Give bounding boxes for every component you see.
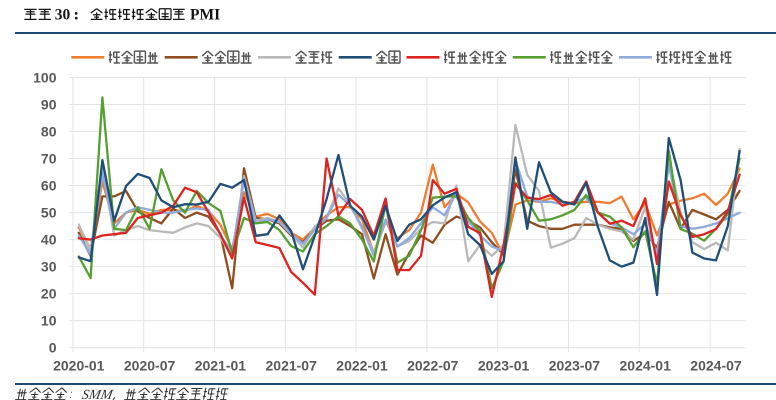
svg-text:2023-07: 2023-07 bbox=[549, 358, 601, 374]
svg-text:100: 100 bbox=[33, 69, 57, 85]
svg-text:2024-07: 2024-07 bbox=[690, 358, 742, 374]
svg-text:70: 70 bbox=[41, 151, 57, 167]
svg-text:2023-01: 2023-01 bbox=[478, 358, 530, 374]
svg-text:2024-01: 2024-01 bbox=[620, 358, 672, 374]
svg-text:60: 60 bbox=[41, 178, 57, 194]
svg-text:80: 80 bbox=[41, 124, 57, 140]
svg-text:20: 20 bbox=[41, 286, 57, 302]
svg-text:2020-01: 2020-01 bbox=[53, 358, 105, 374]
svg-text:2022-07: 2022-07 bbox=[407, 358, 459, 374]
svg-text:2022-01: 2022-01 bbox=[336, 358, 388, 374]
svg-text:30: 30 bbox=[55, 7, 71, 24]
svg-text:40: 40 bbox=[41, 232, 57, 248]
svg-text:50: 50 bbox=[41, 205, 57, 221]
svg-text:10: 10 bbox=[41, 313, 57, 329]
svg-text:90: 90 bbox=[41, 97, 57, 113]
svg-text:PMI: PMI bbox=[190, 7, 220, 24]
svg-text:2020-07: 2020-07 bbox=[124, 358, 176, 374]
svg-text:2021-07: 2021-07 bbox=[266, 358, 318, 374]
svg-text:0: 0 bbox=[49, 340, 57, 356]
svg-text:2021-01: 2021-01 bbox=[195, 358, 247, 374]
svg-text:SMM: SMM bbox=[81, 387, 116, 400]
svg-text:30: 30 bbox=[41, 259, 57, 275]
